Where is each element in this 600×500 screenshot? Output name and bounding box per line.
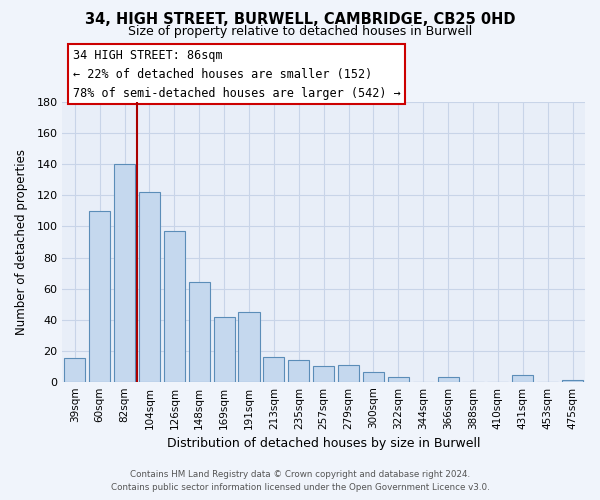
Text: Size of property relative to detached houses in Burwell: Size of property relative to detached ho… bbox=[128, 25, 472, 38]
Bar bbox=[562, 380, 583, 382]
Bar bbox=[64, 358, 85, 382]
Bar bbox=[89, 211, 110, 382]
Text: 34 HIGH STREET: 86sqm
← 22% of detached houses are smaller (152)
78% of semi-det: 34 HIGH STREET: 86sqm ← 22% of detached … bbox=[73, 48, 401, 100]
Text: Contains HM Land Registry data © Crown copyright and database right 2024.
Contai: Contains HM Land Registry data © Crown c… bbox=[110, 470, 490, 492]
Bar bbox=[288, 360, 310, 382]
Bar bbox=[437, 377, 458, 382]
Bar bbox=[139, 192, 160, 382]
Bar bbox=[338, 364, 359, 382]
Bar bbox=[263, 357, 284, 382]
Bar bbox=[114, 164, 135, 382]
Bar bbox=[512, 376, 533, 382]
Bar bbox=[313, 366, 334, 382]
Bar bbox=[388, 377, 409, 382]
Bar bbox=[363, 372, 384, 382]
Text: 34, HIGH STREET, BURWELL, CAMBRIDGE, CB25 0HD: 34, HIGH STREET, BURWELL, CAMBRIDGE, CB2… bbox=[85, 12, 515, 28]
Bar bbox=[214, 316, 235, 382]
Bar bbox=[164, 231, 185, 382]
Bar bbox=[238, 312, 260, 382]
X-axis label: Distribution of detached houses by size in Burwell: Distribution of detached houses by size … bbox=[167, 437, 481, 450]
Y-axis label: Number of detached properties: Number of detached properties bbox=[15, 149, 28, 335]
Bar bbox=[188, 282, 210, 382]
